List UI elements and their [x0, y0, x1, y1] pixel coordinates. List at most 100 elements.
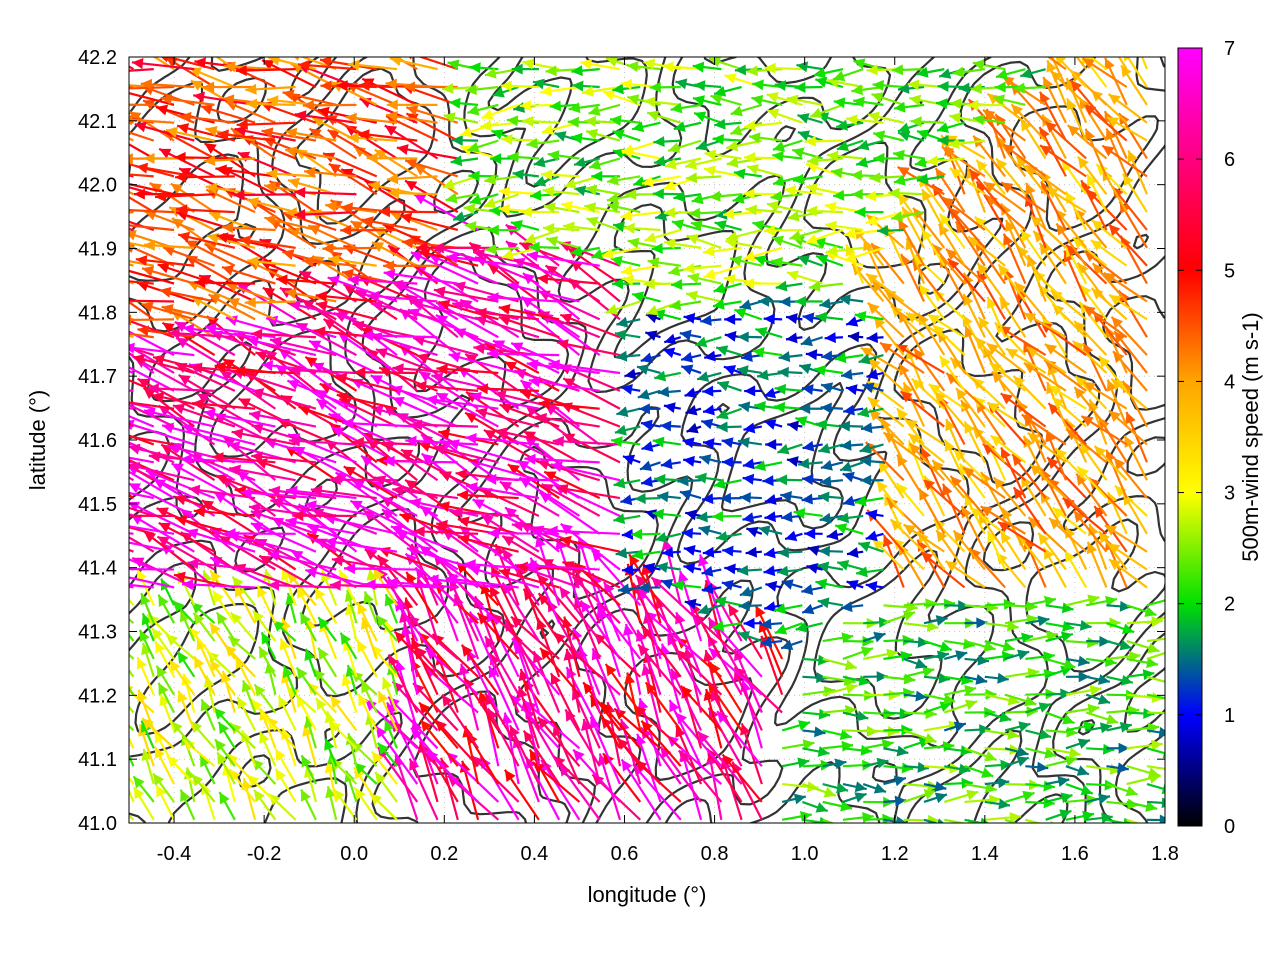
wind-arrow-head — [140, 593, 151, 606]
wind-arrow-head — [524, 701, 537, 713]
wind-arrow-head — [712, 620, 725, 632]
wind-arrow — [517, 685, 540, 749]
wind-arrow-head — [559, 764, 571, 777]
wind-arrow-shaft — [410, 727, 459, 785]
wind-arrow-head — [156, 665, 167, 679]
wind-arrow-head — [1082, 721, 1095, 732]
wind-arrow-head — [922, 666, 935, 678]
wind-arrow-head — [118, 766, 128, 778]
wind-arrow — [550, 672, 581, 731]
wind-arrow-shaft — [964, 818, 987, 823]
wind-arrow-head — [116, 711, 126, 723]
wind-arrow-head — [1017, 649, 1030, 661]
wind-arrow-head — [1037, 615, 1050, 627]
wind-arrow — [1126, 800, 1158, 812]
wind-arrow-shaft — [659, 745, 702, 803]
wind-arrow — [522, 729, 561, 785]
wind-arrow-shaft — [129, 299, 134, 303]
wind-arrow-head — [540, 647, 552, 660]
wind-arrow-head — [275, 768, 286, 782]
wind-arrow — [1146, 675, 1165, 683]
wind-arrow-head — [1142, 669, 1155, 681]
wind-arrow-head — [281, 727, 292, 741]
wind-arrow-shaft — [1025, 818, 1043, 823]
wind-arrow-head — [511, 616, 523, 629]
wind-arrow-head — [324, 738, 335, 751]
wind-arrow-shaft — [129, 705, 135, 714]
wind-arrow-head — [917, 761, 929, 773]
wind-arrow — [964, 747, 997, 762]
wind-arrow-head — [64, 457, 75, 468]
wind-arrow-head — [458, 663, 470, 676]
wind-arrow-head — [209, 622, 221, 635]
wind-arrow-head — [254, 684, 266, 697]
wind-arrow — [1004, 746, 1029, 757]
wind-arrow — [883, 795, 907, 807]
wind-arrow-head — [153, 773, 165, 786]
wind-arrow-head — [315, 587, 326, 600]
wind-arrow-shaft — [129, 280, 134, 285]
wind-arrow — [129, 299, 134, 303]
wind-arrow-shaft — [129, 736, 135, 749]
wind-arrow-head — [471, 755, 484, 768]
wind-arrow — [1025, 818, 1054, 823]
wind-arrow-head — [517, 686, 528, 699]
wind-arrow-head — [975, 673, 988, 685]
wind-arrow — [508, 724, 540, 785]
wind-arrow — [1065, 619, 1092, 631]
wind-arrow — [341, 673, 358, 713]
wind-arrow-head — [1062, 714, 1075, 725]
wind-arrow — [1106, 721, 1133, 733]
wind-arrow — [1004, 790, 1035, 803]
wind-arrow-head — [1077, 738, 1090, 749]
wind-arrow-head — [836, 782, 849, 794]
wind-arrow-head — [1021, 632, 1033, 644]
wind-arrow-head — [365, 699, 377, 712]
wind-arrow — [923, 818, 945, 823]
wind-arrow — [709, 689, 743, 749]
wind-arrow — [923, 792, 948, 804]
wind-arrow — [822, 758, 847, 770]
wind-arrow-head — [669, 699, 680, 713]
wind-arrow-head — [1079, 619, 1092, 631]
wind-arrow-shaft — [712, 621, 763, 678]
wind-arrow-head — [411, 727, 423, 740]
wind-arrow-head — [384, 594, 395, 607]
wind-arrow — [129, 407, 134, 410]
wind-arrow-head — [1080, 784, 1093, 796]
wind-arrow-shaft — [644, 611, 662, 678]
wind-arrow-head — [939, 701, 952, 712]
wind-arrow-shaft — [129, 686, 135, 696]
wind-arrow-head — [1060, 792, 1073, 804]
wind-arrow — [1146, 711, 1165, 715]
wind-arrow-head — [998, 798, 1011, 810]
wind-arrow-head — [977, 654, 990, 666]
wind-arrow — [434, 719, 479, 767]
wind-arrow — [251, 758, 277, 785]
wind-arrow-head — [960, 745, 972, 757]
wind-arrow-shaft — [129, 633, 135, 642]
wind-arrow-head — [1043, 797, 1055, 809]
wind-arrow — [984, 711, 1012, 723]
wind-arrow — [317, 647, 338, 678]
wind-arrow — [802, 672, 828, 684]
wind-arrow-head — [442, 694, 453, 707]
wind-arrow — [226, 752, 256, 785]
wind-arrow-head — [1101, 812, 1113, 823]
wind-arrow-shaft — [414, 566, 459, 624]
wind-arrow-head — [357, 602, 368, 615]
wind-arrow — [984, 798, 1011, 810]
wind-arrow-head — [345, 733, 357, 746]
wind-arrow-head — [300, 612, 311, 625]
wind-arrow-shaft — [504, 618, 540, 678]
wind-arrow-head — [781, 639, 794, 650]
wind-arrow — [295, 666, 317, 696]
wind-arrow — [209, 659, 236, 696]
wind-arrow — [539, 647, 581, 696]
wind-arrow-head — [252, 610, 264, 623]
wind-arrow-head — [96, 326, 108, 337]
wind-arrow-head — [1007, 728, 1020, 740]
wind-arrow — [1146, 651, 1165, 660]
wind-arrow-shaft — [396, 659, 419, 731]
